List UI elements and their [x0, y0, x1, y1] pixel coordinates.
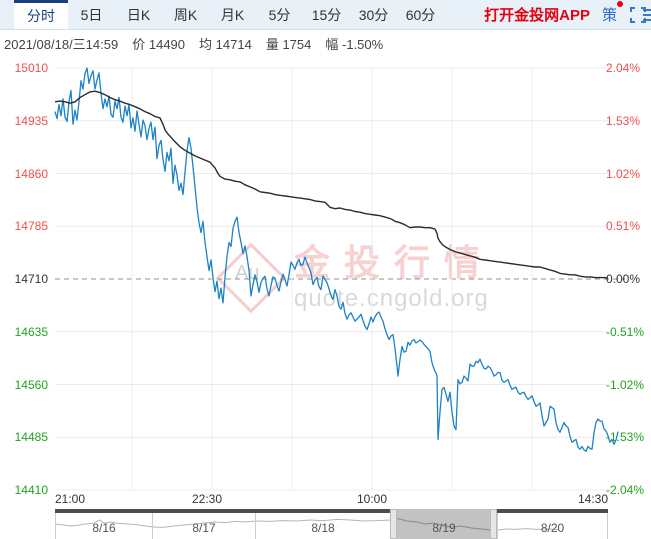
period-tabs: 分时 5日 日K 周K 月K 5分 15分 30分 60分 — [0, 0, 444, 29]
price-tick: 14635 — [14, 324, 48, 339]
watermark-logo: Au — [215, 242, 287, 314]
nav-handle-left[interactable] — [390, 509, 397, 539]
open-app-link[interactable]: 打开金投网APP — [484, 7, 590, 24]
tab-month-k[interactable]: 月K — [220, 6, 245, 23]
nav-date-label: 8/18 — [311, 521, 335, 535]
nav-handle-right[interactable] — [490, 509, 497, 539]
nav-mask-bar — [55, 509, 390, 513]
nav-date-label: 8/16 — [92, 521, 116, 535]
percent-tick: 2.04% — [606, 61, 641, 75]
nav-day-8-16[interactable]: 8/16 — [55, 509, 153, 539]
nav-day-8-20[interactable]: 8/20 — [497, 509, 608, 539]
tabbar-actions: 打开金投网APP 策 — [484, 0, 651, 29]
strategy-button[interactable]: 策 — [601, 1, 623, 25]
tab-day-k[interactable]: 日K — [126, 6, 151, 23]
nav-sparkline — [153, 520, 256, 528]
percent-tick: -1.02% — [606, 377, 645, 392]
percent-tick: 0.00% — [606, 272, 641, 286]
tab-15min[interactable]: 15分 — [311, 6, 342, 23]
nav-date-label: 8/20 — [540, 521, 565, 535]
quote-change: 幅 -1.50% — [325, 36, 384, 52]
quote-volume: 量 1754 — [265, 36, 312, 52]
date-navigator: 8/16 8/17 8/18 8/19 8/20 — [0, 509, 651, 539]
nav-day-8-19[interactable]: 8/19 — [390, 509, 498, 539]
percent-tick: 1.02% — [606, 166, 641, 181]
tab-30min[interactable]: 30分 — [358, 6, 389, 23]
quote-infobar: 2021/08/18/三14:59 价 14490 均 14714 量 1754… — [0, 30, 651, 56]
percent-tick: -1.53% — [606, 430, 645, 445]
price-tick: 15010 — [14, 61, 48, 75]
nav-day-8-17[interactable]: 8/17 — [152, 509, 256, 539]
tab-week-k[interactable]: 周K — [173, 6, 198, 23]
quote-price: 价 14490 — [132, 36, 186, 52]
percent-tick: 1.53% — [606, 113, 641, 128]
percent-tick: -0.51% — [606, 324, 645, 339]
tab-fenshi[interactable]: 分时 — [14, 0, 68, 29]
menu-icon[interactable] — [641, 6, 651, 24]
nav-sparkline — [498, 528, 560, 531]
nav-date-label: 8/19 — [432, 521, 456, 535]
tab-60min[interactable]: 60分 — [405, 6, 436, 23]
price-tick: 14410 — [14, 483, 48, 497]
time-tick: 22:30 — [191, 492, 223, 506]
nav-sparkline — [391, 517, 498, 532]
nav-date-label: 8/17 — [192, 521, 216, 535]
tab-5day[interactable]: 5日 — [80, 6, 103, 23]
time-tick: 10:00 — [356, 492, 388, 506]
percent-tick: 0.51% — [606, 219, 641, 234]
nav-sparkline — [256, 518, 391, 522]
price-tick: 14935 — [14, 113, 48, 128]
strategy-label: 策 — [601, 7, 617, 24]
watermark-url: quote.cngold.org — [294, 285, 489, 312]
period-tabbar: 分时 5日 日K 周K 月K 5分 15分 30分 60分 打开金投网APP 策 — [0, 0, 651, 30]
price-tick: 14860 — [14, 166, 48, 181]
price-tick: 14485 — [14, 430, 48, 445]
price-tick: 14560 — [14, 377, 48, 392]
tab-5min[interactable]: 5分 — [268, 6, 291, 23]
quote-datetime: 2021/08/18/三14:59 — [4, 36, 119, 52]
percent-tick: -2.04% — [606, 483, 645, 497]
watermark-title: 金投行情 — [294, 242, 495, 283]
watermark: Au 金投行情 quote.cngold.org — [215, 242, 495, 314]
nav-sparkline — [56, 519, 153, 528]
price-tick: 14710 — [14, 272, 48, 286]
price-tick: 14785 — [14, 219, 48, 234]
notification-dot — [617, 1, 623, 7]
quote-average: 均 14714 — [199, 36, 252, 52]
nav-mask-bar — [497, 509, 608, 513]
time-tick: 21:00 — [55, 492, 86, 506]
nav-day-8-18[interactable]: 8/18 — [255, 509, 391, 539]
time-tick: 14:30 — [577, 492, 608, 506]
